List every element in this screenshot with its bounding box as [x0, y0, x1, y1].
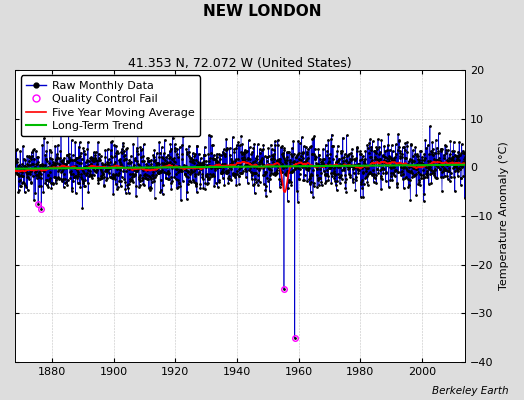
- Text: Berkeley Earth: Berkeley Earth: [432, 386, 508, 396]
- Title: 41.353 N, 72.072 W (United States): 41.353 N, 72.072 W (United States): [128, 57, 352, 70]
- Y-axis label: Temperature Anomaly (°C): Temperature Anomaly (°C): [499, 142, 509, 290]
- Text: NEW LONDON: NEW LONDON: [203, 4, 321, 19]
- Legend: Raw Monthly Data, Quality Control Fail, Five Year Moving Average, Long-Term Tren: Raw Monthly Data, Quality Control Fail, …: [20, 75, 200, 136]
